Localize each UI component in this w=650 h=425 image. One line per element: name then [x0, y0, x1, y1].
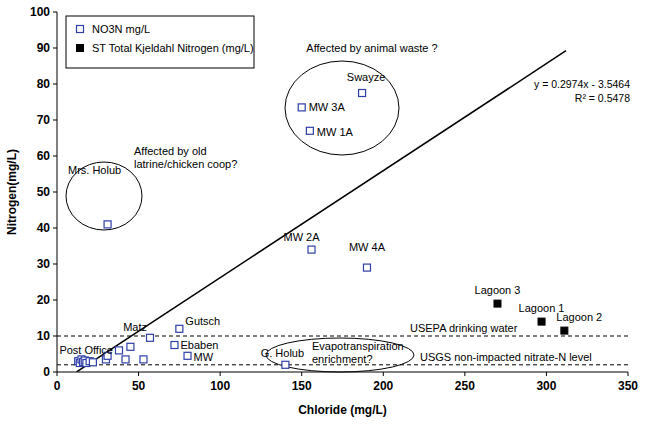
- point: [359, 90, 366, 97]
- x-tick: [138, 372, 139, 376]
- point-label: MW 1A: [317, 126, 354, 138]
- x-tick-label: 50: [132, 379, 146, 393]
- point: [282, 361, 289, 368]
- y-tick: [53, 156, 57, 157]
- point: [140, 356, 147, 363]
- x-tick-label: 150: [292, 379, 312, 393]
- legend-label: ST Total Kjeldahl Nitrogen (mg/L): [92, 42, 254, 54]
- x-axis-title: Chloride (mg/L): [298, 403, 387, 417]
- point: [184, 352, 191, 359]
- y-tick-label: 60: [37, 149, 51, 163]
- y-tick-label: 90: [37, 41, 51, 55]
- annotation: Affected by animal waste ?: [306, 42, 437, 54]
- point: [538, 318, 545, 325]
- annotation-line: enrichment?: [312, 353, 373, 365]
- annotation-ellipse: [66, 162, 142, 230]
- annotation-ellipse: [285, 61, 399, 155]
- y-axis-title: Nitrogen(mg/L): [5, 149, 19, 235]
- point-label: Ebaben: [180, 339, 218, 351]
- background: [0, 0, 650, 425]
- y-tick: [53, 372, 57, 373]
- point-label: G. Holub: [261, 347, 304, 359]
- x-tick: [383, 372, 384, 376]
- chart: 0 50 100 150 200 250 300 350 0 10 20 30 40 50 60 70 80 90…: [0, 0, 650, 425]
- y-tick-label: 100: [30, 5, 50, 19]
- point: [171, 342, 178, 349]
- point-label: Swayze: [347, 71, 386, 83]
- point-label: Matz: [123, 321, 147, 333]
- annotation: Evapotranspirationenrichment?: [312, 340, 404, 365]
- point-label: Gutsch: [185, 315, 220, 327]
- plot-area: [75, 51, 568, 372]
- legend-box: [66, 16, 254, 68]
- annotation-line: Affected by animal waste ?: [306, 42, 437, 54]
- legend: NO3N mg/L ST Total Kjeldahl Nitrogen (mg/…: [66, 16, 254, 68]
- x-tick-label: 300: [536, 379, 556, 393]
- trendline-r2: R² = 0.5478: [575, 92, 630, 104]
- x-tick-label: 0: [54, 379, 61, 393]
- y-tick-label: 50: [37, 185, 51, 199]
- point: [146, 334, 153, 341]
- x-tick: [220, 372, 221, 376]
- annotation-line: latrine/chicken coop?: [134, 158, 237, 170]
- x-tick: [301, 372, 302, 376]
- reference-label: USEPA drinking water: [410, 322, 518, 334]
- x-tick: [57, 372, 58, 376]
- y-tick: [53, 300, 57, 301]
- point: [176, 325, 183, 332]
- point: [104, 221, 111, 228]
- x-tick-label: 100: [210, 379, 230, 393]
- point: [122, 356, 129, 363]
- point-label: Lagoon 3: [475, 284, 521, 296]
- x-tick: [628, 372, 629, 376]
- trendline: [77, 51, 566, 372]
- y-tick: [53, 12, 57, 13]
- point-label: MW 2A: [283, 231, 320, 243]
- point-label: MW 4A: [349, 241, 386, 253]
- y-tick: [53, 228, 57, 229]
- point: [494, 300, 501, 307]
- point-label: MW: [194, 351, 214, 363]
- y-tick: [53, 336, 57, 337]
- x-tick-label: 250: [455, 379, 475, 393]
- y-tick-label: 80: [37, 77, 51, 91]
- y-tick: [53, 192, 57, 193]
- trendline-equation: y = 0.2974x - 3.5464: [534, 78, 630, 90]
- annotation-line: Affected by old: [134, 145, 207, 157]
- point-label: Post Office: [59, 344, 113, 356]
- y-tick: [53, 120, 57, 121]
- y-tick-label: 0: [43, 365, 50, 379]
- y-tick-label: 20: [37, 293, 51, 307]
- x-tick: [546, 372, 547, 376]
- y-tick: [53, 48, 57, 49]
- y-tick-label: 70: [37, 113, 51, 127]
- x-tick-label: 200: [373, 379, 393, 393]
- reference-line: [57, 336, 628, 337]
- point: [298, 104, 305, 111]
- point: [89, 359, 96, 366]
- y-tick-label: 10: [37, 329, 51, 343]
- y-tick-label: 40: [37, 221, 51, 235]
- point-label: Lagoon 2: [556, 311, 602, 323]
- point: [308, 246, 315, 253]
- x-tick-label: 350: [618, 379, 638, 393]
- point: [115, 347, 122, 354]
- legend-marker: [77, 45, 84, 52]
- annotation: Affected by oldlatrine/chicken coop?: [134, 145, 237, 170]
- point: [127, 343, 134, 350]
- annotation-line: Evapotranspiration: [312, 340, 404, 352]
- y-tick: [53, 84, 57, 85]
- point: [363, 264, 370, 271]
- x-tick: [464, 372, 465, 376]
- y-tick-label: 30: [37, 257, 51, 271]
- reference-label: USGS non-impacted nitrate-N level: [420, 351, 592, 363]
- point-label: MW 3A: [309, 101, 346, 113]
- legend-marker: [77, 26, 84, 33]
- legend-label: NO3N mg/L: [92, 23, 150, 35]
- point: [561, 327, 568, 334]
- y-tick: [53, 264, 57, 265]
- point-label: Mrs. Holub: [68, 164, 121, 176]
- point: [306, 127, 313, 134]
